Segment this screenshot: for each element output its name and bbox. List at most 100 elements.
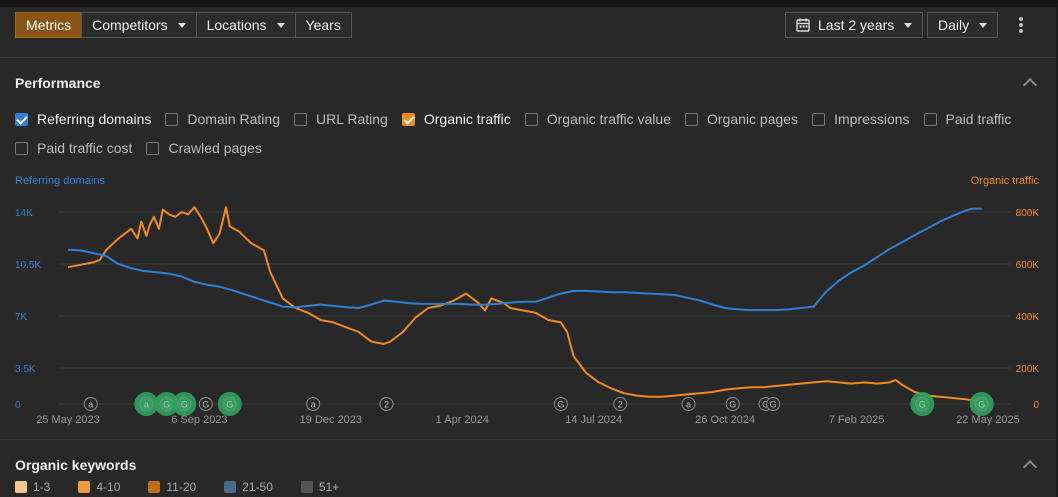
- legend-swatch: [300, 481, 313, 493]
- annotation-marker[interactable]: a: [306, 397, 321, 411]
- legend-item[interactable]: 51+: [300, 480, 340, 494]
- more-vertical-icon[interactable]: [1013, 17, 1029, 33]
- legend-item[interactable]: 21-50: [224, 480, 273, 494]
- date-range-control: Last 2 years: [785, 12, 924, 38]
- legend-label: 21-50: [242, 480, 273, 494]
- left-axis-title: Referring domains: [15, 175, 105, 187]
- svg-text:G: G: [919, 400, 926, 410]
- annotation-marker[interactable]: G: [154, 392, 179, 416]
- annotation-marker[interactable]: G: [217, 392, 242, 416]
- checkbox-label: Organic pages: [707, 111, 799, 127]
- interval-dropdown[interactable]: Daily: [927, 12, 999, 38]
- checkbox-empty-icon[interactable]: [524, 112, 538, 126]
- performance-chart: Referring domains Organic traffic 14K 800…: [15, 175, 1040, 426]
- legend-swatch: [15, 481, 27, 493]
- legend-swatch: [224, 481, 237, 493]
- date-range-label: Last 2 years: [818, 17, 895, 33]
- interval-label: Daily: [938, 17, 970, 33]
- svg-text:a: a: [686, 400, 691, 410]
- annotation-marker[interactable]: 2: [379, 397, 394, 411]
- checkbox-organic-pages[interactable]: Organic pages: [685, 111, 798, 127]
- annotation-marker[interactable]: G: [766, 397, 781, 411]
- checkbox-empty-icon[interactable]: [15, 141, 28, 155]
- metrics-toolbar: Metrics Competitors Locations Years: [15, 12, 352, 38]
- checkbox-label: Crawled pages: [168, 140, 262, 156]
- chevron-down-icon: [276, 22, 285, 28]
- calendar-icon: [796, 18, 810, 32]
- right-tick-label: 400K: [1016, 312, 1040, 323]
- checkbox-label: Paid traffic: [945, 111, 1012, 127]
- checkbox-url-rating[interactable]: URL Rating: [294, 111, 388, 127]
- tab-years[interactable]: Years: [294, 12, 352, 38]
- x-tick-label: 1 Apr 2024: [436, 414, 489, 426]
- tab-label: Years: [305, 17, 341, 33]
- checkbox-checked-icon[interactable]: [401, 112, 415, 126]
- annotation-marker[interactable]: G: [725, 397, 740, 411]
- checkbox-label: Impressions: [834, 111, 910, 127]
- annotation-marker[interactable]: G: [969, 392, 994, 416]
- checkbox-label: URL Rating: [316, 111, 388, 127]
- performance-title: Performance: [15, 75, 101, 91]
- legend-swatch: [148, 481, 161, 493]
- checkbox-crawled-pages[interactable]: Crawled pages: [146, 140, 262, 156]
- legend-item[interactable]: 11-20: [148, 480, 196, 494]
- annotation-marker[interactable]: G: [172, 392, 197, 416]
- interval-control: Daily: [927, 12, 999, 38]
- checkbox-empty-icon[interactable]: [165, 112, 179, 126]
- svg-text:G: G: [978, 400, 985, 410]
- tab-competitors[interactable]: Competitors: [81, 12, 197, 38]
- svg-text:G: G: [770, 400, 777, 410]
- checkbox-referring-domains[interactable]: Referring domains: [15, 111, 151, 127]
- legend-item[interactable]: 4-10: [78, 480, 120, 494]
- series-line-organic-traffic: [67, 206, 982, 403]
- annotation-marker[interactable]: a: [83, 397, 98, 411]
- checkbox-label: Referring domains: [37, 111, 152, 127]
- legend-item[interactable]: 1-3: [15, 480, 50, 494]
- svg-text:G: G: [202, 400, 209, 410]
- checkbox-label: Paid traffic cost: [37, 140, 133, 156]
- annotation-marker[interactable]: G: [198, 397, 213, 411]
- annotation-marker[interactable]: a: [681, 397, 696, 411]
- checkbox-empty-icon[interactable]: [923, 112, 937, 126]
- checkbox-organic-traffic[interactable]: Organic traffic: [401, 111, 511, 127]
- series-line-referring-domains: [67, 207, 982, 312]
- svg-text:a: a: [311, 400, 316, 410]
- left-tick-label: 14K: [15, 208, 33, 219]
- annotation-marker[interactable]: G: [910, 392, 935, 416]
- tab-locations[interactable]: Locations: [195, 12, 296, 38]
- keywords-legend: 1-3 4-10 11-20 21-50 51+: [15, 480, 367, 494]
- checkbox-empty-icon[interactable]: [812, 112, 826, 126]
- x-tick-label: 14 Jul 2024: [565, 414, 622, 426]
- x-tick-label: 6 Sep 2023: [171, 414, 227, 426]
- left-tick-label: 10.5K: [15, 260, 41, 271]
- checkbox-empty-icon[interactable]: [685, 112, 698, 126]
- checkbox-label: Organic traffic value: [546, 111, 671, 127]
- left-tick-label: 7K: [15, 312, 28, 323]
- svg-text:2: 2: [618, 400, 623, 410]
- legend-label: 51+: [318, 480, 340, 494]
- annotation-marker[interactable]: 2: [613, 397, 628, 411]
- svg-text:G: G: [163, 400, 170, 410]
- checkbox-paid-traffic[interactable]: Paid traffic: [923, 111, 1012, 127]
- x-tick-label: 19 Dec 2023: [300, 414, 362, 426]
- checkbox-domain-rating[interactable]: Domain Rating: [165, 111, 280, 127]
- right-tick-label: 600K: [1016, 260, 1040, 271]
- annotation-marker[interactable]: a: [134, 392, 159, 416]
- right-axis-title: Organic traffic: [971, 175, 1040, 187]
- date-range-dropdown[interactable]: Last 2 years: [785, 12, 924, 38]
- checkbox-label: Domain Rating: [187, 111, 280, 127]
- right-tick-label: 200K: [1016, 364, 1040, 375]
- checkbox-impressions[interactable]: Impressions: [812, 111, 910, 127]
- checkbox-checked-icon[interactable]: [15, 112, 28, 126]
- svg-text:G: G: [729, 400, 736, 410]
- checkbox-paid-traffic-cost[interactable]: Paid traffic cost: [15, 140, 132, 156]
- performance-panel: [0, 7, 1058, 497]
- annotation-marker[interactable]: G: [553, 397, 568, 411]
- checkbox-empty-icon[interactable]: [294, 112, 307, 126]
- tab-metrics[interactable]: Metrics: [15, 12, 83, 38]
- tab-label: Locations: [206, 17, 267, 33]
- checkbox-organic-traffic-value[interactable]: Organic traffic value: [524, 111, 671, 127]
- checkbox-empty-icon[interactable]: [146, 141, 160, 155]
- legend-label: 1-3: [33, 480, 51, 494]
- svg-text:G: G: [226, 400, 233, 410]
